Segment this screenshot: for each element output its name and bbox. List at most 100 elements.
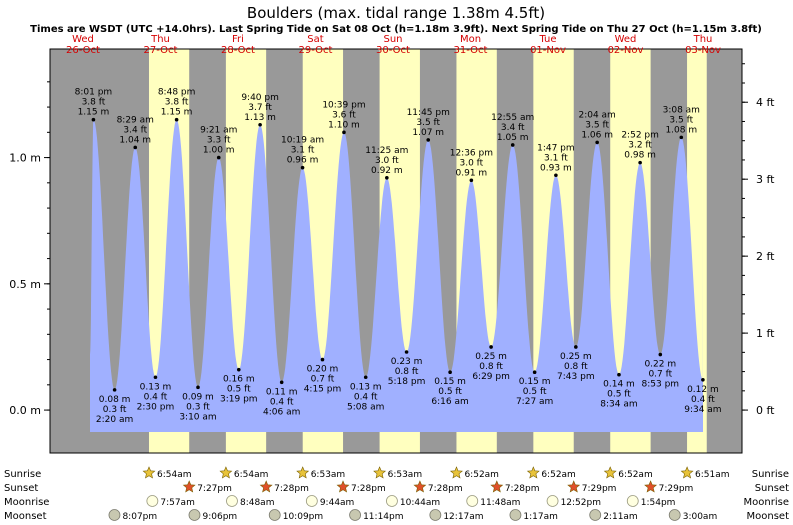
tide-time: 9:21 am [200,126,237,136]
moonrise-time: 12:52pm [561,498,601,508]
tide-height-ft: 0.8 ft [564,362,588,372]
tide-point [112,388,117,392]
day-of-week: Thu [693,34,713,45]
sunrise-time: 6:54am [234,470,269,480]
tide-height-m: 0.96 m [287,156,319,166]
tide-point [216,155,221,160]
moonrise-time: 8:48am [240,498,275,508]
day-of-week: Sat [307,34,323,45]
moonset-row-label-left: Moonset [4,511,47,522]
day-of-week: Tue [538,34,556,45]
sunset-icon [182,480,196,493]
tide-time: 11:25 am [365,146,408,156]
plot-frame [49,48,743,454]
day-date: 30-Oct [376,45,410,56]
day-of-week: Thu [150,34,170,45]
tide-height-ft: 3.1 ft [544,153,568,163]
tide-water-area [90,119,703,432]
tide-height-m: 0.15 m [519,377,551,387]
day-labels: Wed26-OctThu27-OctFri28-OctSat29-OctSun3… [66,34,721,56]
sunrise-icon [680,466,694,479]
tide-point [448,370,452,375]
moonrise-icon [626,495,639,507]
tide-point [595,140,599,145]
tide-height-m: 0.98 m [624,151,656,161]
moonset-time: 2:11am [603,512,638,522]
moonset-time: 1:17am [523,512,558,522]
sunrise-time: 6:54am [157,470,192,480]
tide-time: 10:19 am [281,136,324,146]
ft-tick-label: 2 ft [756,250,775,263]
day-of-week: Sun [383,34,402,45]
ft-tick-label: 0 ft [756,404,775,417]
sunrise-icon [449,466,463,479]
sunrise-time: 6:51am [695,470,730,480]
day-of-week: Wed [615,34,637,45]
tide-height-m: 1.04 m [119,135,151,145]
sunset-time: 7:28pm [428,484,463,494]
tide-point [279,380,284,385]
moonrise-icon [305,495,318,507]
day-of-week: Wed [72,34,94,45]
moonrise-row-label-right: Moonrise [744,497,789,508]
moonset-time: 10:09pm [283,512,323,522]
moonset-time: 11:14pm [363,512,403,522]
chart-subtitle: Times are WSDT (UTC +14.0hrs). Last Spri… [30,24,762,35]
moonset-icon [108,509,121,521]
tide-time: 7:27 am [516,397,553,407]
tide-time: 9:34 am [684,405,721,415]
tide-time: 6:29 pm [472,372,510,382]
m-tick-label: 0.5 m [9,278,41,291]
moonset-icon [429,509,442,521]
day-date: 02-Nov [608,45,644,56]
moonrise-time: 9:44am [320,498,355,508]
tide-time: 2:20 am [96,415,133,425]
moonrise-time: 10:44am [400,498,440,508]
tide-height-ft: 3.0 ft [375,156,399,166]
tide-time: 6:16 am [431,397,468,407]
tide-height-ft: 0.4 ft [270,397,294,407]
moonset-time: 8:07pm [122,512,157,522]
tide-point [342,130,346,135]
sunrise-time: 6:53am [311,470,346,480]
moonrise-icon [226,495,238,507]
tide-height-m: 0.25 m [475,352,507,362]
tide-point [404,350,409,354]
tide-time: 8:48 pm [158,88,196,98]
tide-height-m: 0.12 m [687,385,719,395]
tide-height-m: 0.92 m [371,166,403,176]
tide-height-ft: 0.3 ft [103,405,127,415]
tide-point [469,178,474,183]
tide-height-m: 0.23 m [391,357,423,367]
moonrise-time: 7:57am [160,498,195,508]
sunrise-time: 6:52am [618,470,653,480]
tide-time: 8:53 pm [642,380,680,390]
sunset-icon [644,480,658,493]
tide-height-ft: 3.3 ft [207,136,231,146]
tide-time: 7:43 pm [557,372,595,382]
tide-point [426,138,431,142]
chart-title: Boulders (max. tidal range 1.38m 4.5ft) [247,4,545,22]
tide-point [363,375,368,380]
moonset-icon [668,509,681,521]
tide-height-ft: 3.2 ft [628,141,652,151]
sunset-time: 7:28pm [505,484,540,494]
sunset-time: 7:28pm [274,484,309,494]
tide-labels: 8:01 pm3.8 ft1.15 m0.08 m0.3 ft2:20 am8:… [75,88,722,425]
day-date: 28-Oct [221,45,255,56]
sunrise-icon [296,466,310,479]
tide-time: 5:08 am [347,402,384,412]
m-tick-label: 0.0 m [9,404,41,417]
tide-time: 9:40 pm [241,93,279,103]
tide-point [679,135,684,140]
tide-height-m: 0.16 m [223,375,255,385]
tide-point [489,345,493,349]
tide-time: 3:10 am [179,412,216,422]
sunset-icon [336,480,350,493]
sunset-icon [490,480,504,493]
tide-height-ft: 0.8 ft [479,362,503,372]
tide-height-ft: 3.0 ft [460,158,484,168]
tide-height-m: 0.20 m [307,365,339,375]
sunrise-time: 6:52am [541,470,576,480]
